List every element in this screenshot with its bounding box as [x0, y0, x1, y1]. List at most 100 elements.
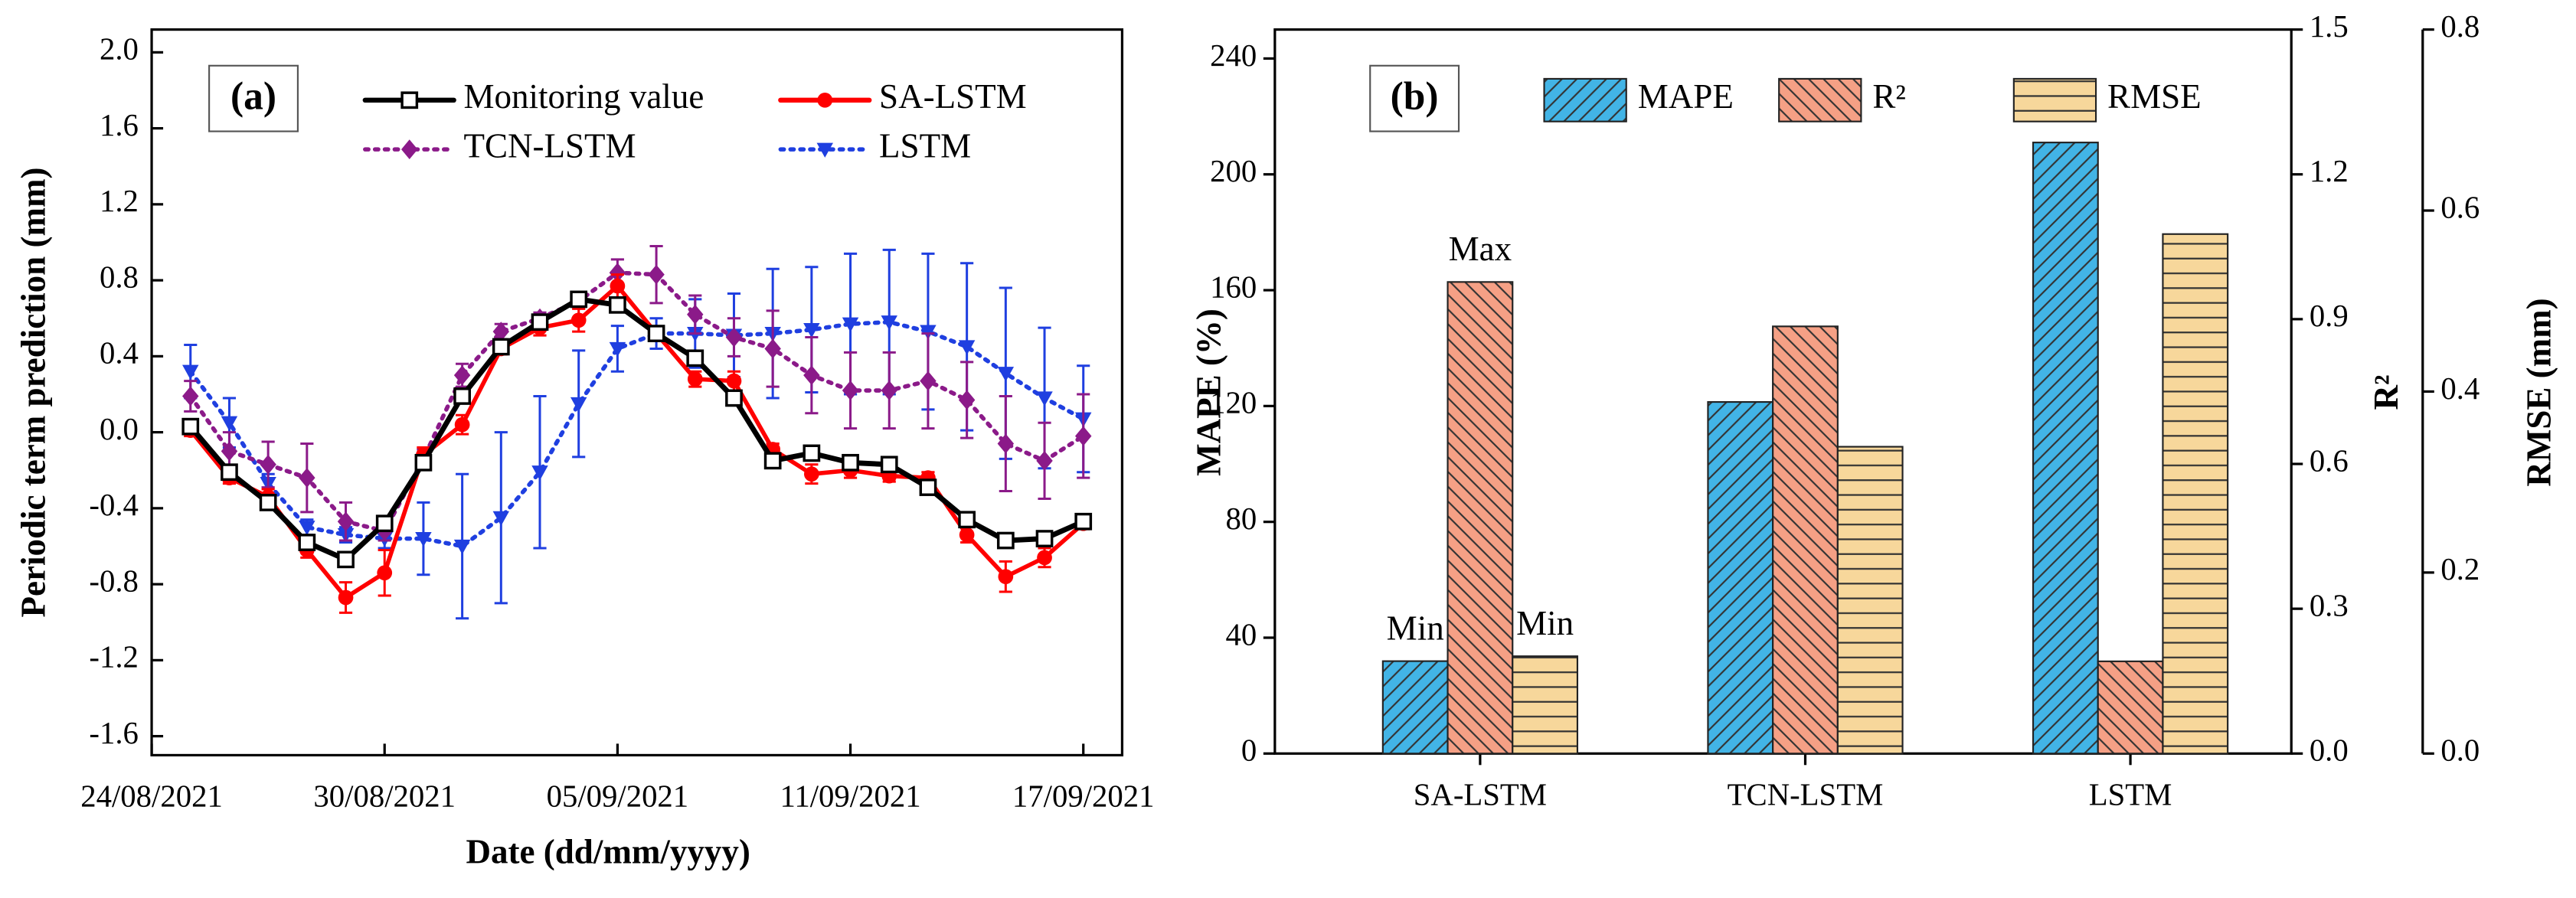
marker — [1035, 530, 1054, 547]
y-tick-label: -1.6 — [89, 716, 138, 750]
series-line — [188, 296, 1087, 563]
y3-tick-label: 0.2 — [2440, 552, 2480, 586]
marker — [817, 92, 833, 108]
y-tick-label: 0.0 — [100, 412, 139, 446]
y-tick-label: 200 — [1210, 154, 1257, 188]
bar — [1512, 655, 1579, 755]
marker — [687, 371, 703, 387]
marker — [816, 142, 833, 158]
marker — [998, 569, 1014, 585]
x-tick-label: 30/08/2021 — [313, 779, 456, 814]
y-tick-label: 0 — [1241, 733, 1257, 768]
marker — [959, 527, 975, 543]
legend-label: SA-LSTM — [879, 77, 1027, 116]
marker — [764, 338, 781, 359]
y2-axis-title: R² — [2367, 375, 2405, 410]
y2-tick-label: 1.5 — [2310, 9, 2349, 44]
y-tick-label: 0.8 — [100, 260, 139, 294]
bar — [1447, 281, 1514, 755]
y-tick-label: -0.8 — [89, 563, 138, 598]
marker — [1037, 550, 1052, 566]
x-tick-label: 11/09/2021 — [780, 779, 921, 814]
marker — [570, 312, 587, 328]
y-tick-label: 1.2 — [100, 184, 139, 218]
x-axis-title: Date (dd/mm/yyyy) — [466, 833, 750, 871]
marker — [337, 550, 355, 569]
y2-tick-label: 0.9 — [2310, 299, 2349, 333]
marker — [531, 313, 549, 331]
marker — [1074, 426, 1092, 446]
bar — [2097, 660, 2164, 755]
marker — [725, 389, 743, 407]
annotation: Min — [1387, 609, 1444, 647]
marker — [687, 304, 704, 325]
y-tick-label: 80 — [1226, 501, 1257, 536]
marker — [338, 589, 354, 606]
y2-tick-label: 1.2 — [2310, 154, 2349, 188]
marker — [881, 315, 897, 331]
y-tick-label: 0.4 — [100, 336, 139, 371]
y2-tick-label: 0.6 — [2310, 443, 2349, 478]
y3-tick-label: 0.8 — [2440, 9, 2480, 44]
plot-frame — [150, 28, 1124, 757]
marker — [1074, 512, 1093, 531]
x-tick-label: 24/08/2021 — [80, 779, 223, 814]
legend-swatch — [1778, 77, 1862, 122]
marker — [803, 466, 819, 482]
y-tick-label: 2.0 — [100, 32, 139, 67]
marker — [531, 465, 548, 481]
marker — [414, 453, 433, 472]
bar — [2162, 233, 2229, 755]
marker — [609, 263, 626, 283]
marker — [647, 325, 665, 342]
marker — [997, 433, 1015, 454]
marker — [182, 364, 199, 380]
y3-tick-label: 0.4 — [2440, 371, 2480, 406]
x-tick-label: 17/09/2021 — [1012, 779, 1155, 814]
y3-tick-label: 0.0 — [2440, 733, 2480, 768]
marker — [400, 91, 419, 109]
panel-label: (b) — [1391, 75, 1439, 119]
legend-label: LSTM — [879, 126, 971, 165]
y-tick-label: -0.4 — [89, 488, 138, 522]
y2-tick-label: 0.3 — [2310, 588, 2349, 622]
bar — [1772, 325, 1839, 755]
y-tick-label: 240 — [1210, 38, 1257, 73]
marker — [997, 367, 1015, 382]
marker — [881, 380, 897, 400]
x-tick-label: 05/09/2021 — [547, 779, 689, 814]
legend-label: Monitoring value — [463, 77, 704, 116]
marker — [453, 387, 471, 405]
marker — [920, 371, 937, 391]
y-tick-label: 120 — [1210, 386, 1257, 420]
marker — [377, 565, 393, 581]
marker — [221, 463, 238, 482]
marker — [842, 453, 859, 472]
marker — [570, 397, 587, 413]
marker — [259, 494, 277, 511]
marker — [996, 531, 1015, 550]
y3-tick-label: 0.6 — [2440, 190, 2480, 224]
panel-label-box — [1369, 64, 1460, 132]
y3-axis-title: RMSE (mm) — [2520, 298, 2558, 486]
marker — [880, 456, 898, 474]
marker — [492, 511, 510, 527]
marker — [610, 278, 626, 294]
annotation: Min — [1516, 604, 1574, 642]
marker — [375, 514, 394, 533]
marker — [842, 380, 859, 400]
marker — [492, 322, 510, 341]
x-tick-label: LSTM — [2089, 778, 2172, 812]
marker — [763, 452, 782, 470]
y-axis-title: MAPE (%) — [1190, 309, 1228, 476]
x-tick-label: TCN-LSTM — [1728, 778, 1884, 812]
marker — [337, 511, 355, 532]
bar — [2032, 142, 2099, 755]
y-tick-label: 160 — [1210, 269, 1257, 304]
marker — [803, 444, 821, 462]
series-line — [188, 270, 1086, 534]
marker — [803, 323, 820, 338]
legend-label: RMSE — [2107, 77, 2202, 116]
marker — [803, 365, 820, 386]
bar — [1381, 660, 1449, 755]
